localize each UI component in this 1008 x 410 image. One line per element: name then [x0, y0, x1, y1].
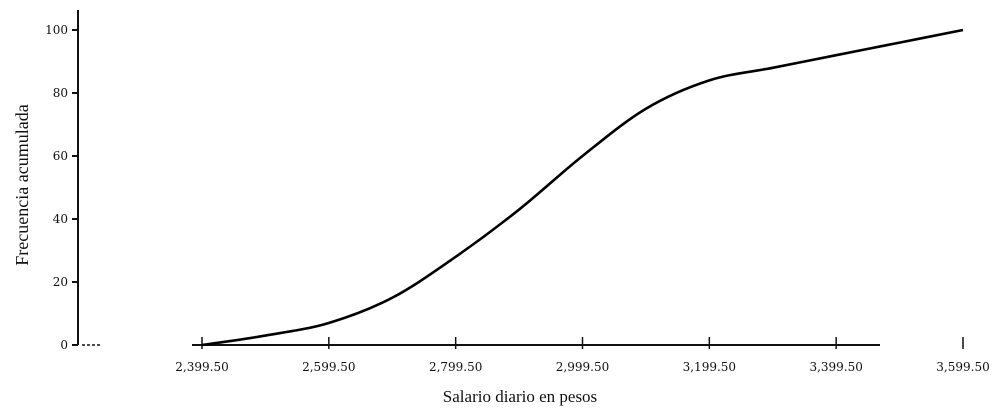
x-axis-title: Salario diario en pesos [443, 387, 597, 406]
series-group [201, 28, 964, 347]
y-axis-title: Frecuencia acumulada [12, 104, 32, 265]
y-tick-label: 20 [53, 275, 68, 289]
x-tick-label: 2,599.50 [302, 360, 355, 374]
x-tick-label: 2,999.50 [556, 360, 609, 374]
x-tick-label: 3,599.50 [936, 360, 989, 374]
x-tick-label: 2,799.50 [429, 360, 482, 374]
x-axis: 2,399.50 2,599.50 2,799.50 2,999.50 3,199.50… [82, 337, 990, 374]
x-tick-label: 3,399.50 [809, 360, 862, 374]
x-tick-label: 3,199.50 [683, 360, 736, 374]
y-tick-label: 60 [53, 149, 68, 163]
y-axis: 0 20 40 60 80 100 [45, 10, 79, 352]
y-tick-label: 80 [53, 86, 68, 100]
y-tick-label: 40 [53, 212, 68, 226]
x-tick-label: 2,399.50 [175, 360, 228, 374]
series-line [201, 28, 964, 347]
y-tick-label: 100 [45, 23, 68, 37]
y-tick-label: 0 [60, 338, 68, 352]
